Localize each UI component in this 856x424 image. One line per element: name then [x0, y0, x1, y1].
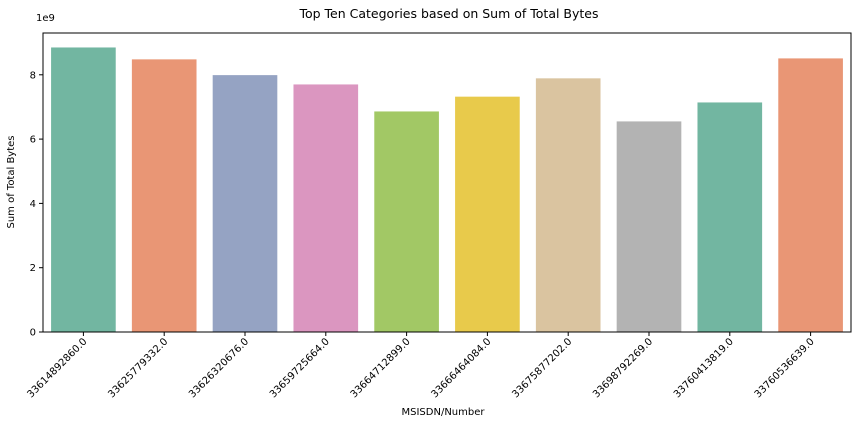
- plot-frame: [42, 32, 852, 333]
- y-axis-offset-label: 1e9: [36, 13, 55, 24]
- x-axis-label: MSISDN/Number: [402, 407, 486, 418]
- chart-title: Top Ten Categories based on Sum of Total…: [298, 6, 598, 21]
- x-tick-label: 33614892860.0: [26, 336, 90, 400]
- x-tick-label: 33760536639.0: [753, 336, 817, 400]
- bar: [697, 102, 763, 332]
- bar: [374, 111, 439, 332]
- x-tick-label: 33698792269.0: [591, 336, 655, 400]
- x-tick-label: 33626320676.0: [187, 336, 251, 400]
- y-tick-label: 2: [30, 263, 36, 274]
- bar: [455, 96, 520, 332]
- x-tick-label: 33659725664.0: [268, 336, 332, 400]
- y-axis-label: Sum of Total Bytes: [6, 135, 17, 228]
- y-tick-label: 0: [30, 328, 36, 339]
- y-tick-label: 4: [30, 199, 36, 210]
- x-tick-label: 33664712899.0: [349, 336, 413, 400]
- bar: [212, 75, 278, 333]
- bar: [131, 59, 197, 333]
- bar: [535, 78, 601, 332]
- bar: [778, 58, 843, 333]
- y-tick-label: 8: [30, 70, 36, 81]
- x-tick-label: 33625779332.0: [106, 336, 170, 400]
- x-tick-label: 33666464084.0: [430, 336, 494, 400]
- bar: [51, 47, 116, 332]
- x-tick-label: 33760413819.0: [672, 336, 736, 400]
- y-tick-label: 6: [30, 135, 36, 146]
- bar: [616, 121, 682, 332]
- x-tick-label: 33675877202.0: [510, 336, 574, 400]
- bar: [293, 84, 359, 332]
